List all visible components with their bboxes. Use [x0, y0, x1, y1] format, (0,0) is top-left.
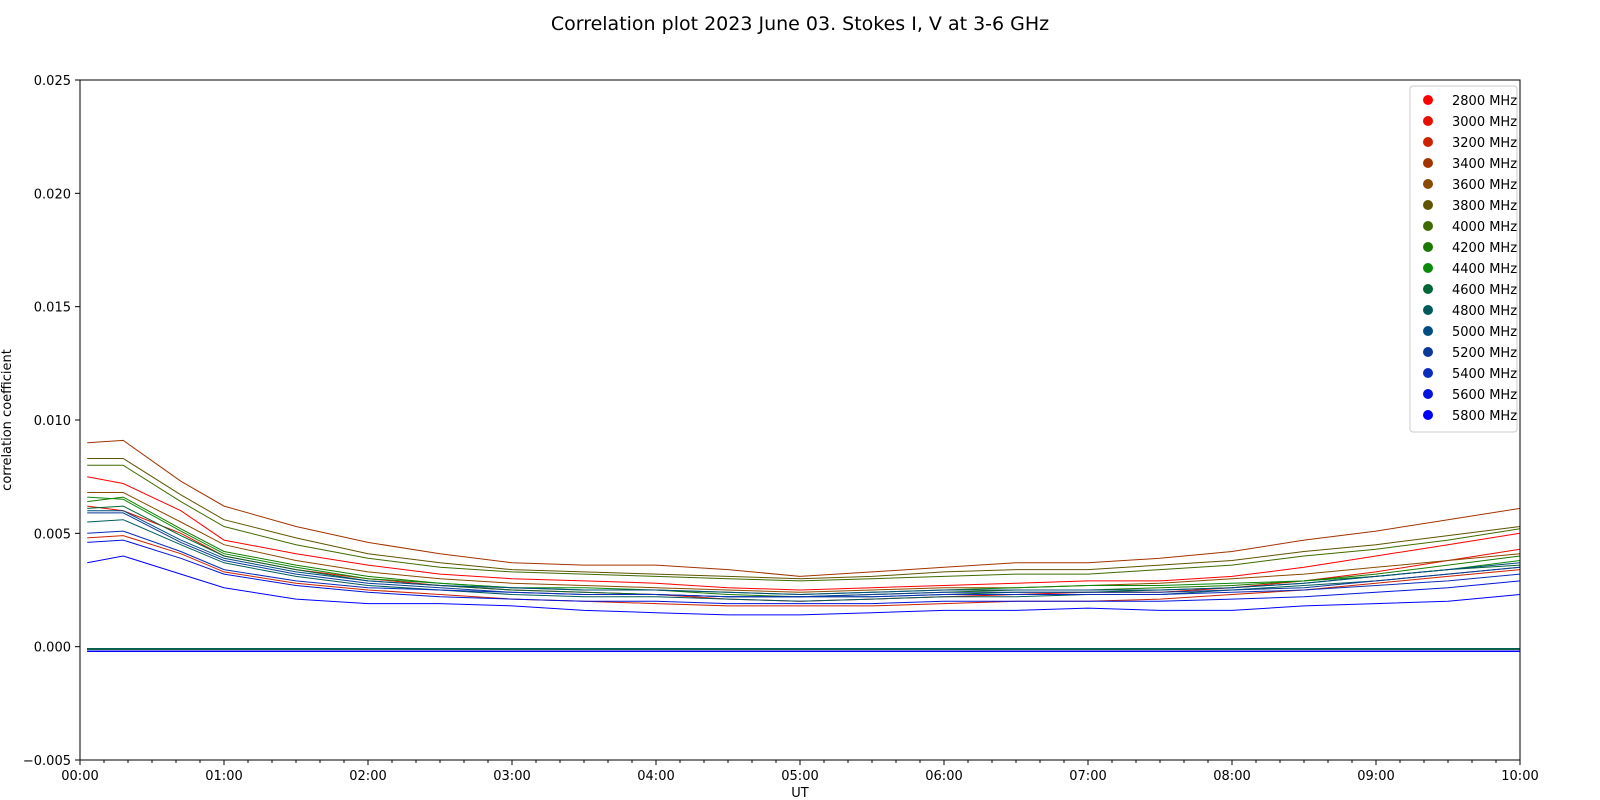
legend-label: 4400 MHz	[1452, 262, 1517, 277]
legend-marker	[1423, 284, 1433, 294]
legend-label: 4800 MHz	[1452, 304, 1517, 319]
legend-marker	[1423, 368, 1433, 378]
series-line-2800-mhz	[87, 476, 1521, 591]
series-line-4800-mhz	[87, 519, 1521, 602]
x-tick-label: 02:00	[349, 769, 386, 784]
legend-marker	[1423, 242, 1433, 252]
legend-label: 4600 MHz	[1452, 283, 1517, 298]
y-tick-label: −0.005	[23, 754, 71, 769]
legend-label: 5000 MHz	[1452, 325, 1517, 340]
y-tick-label: 0.005	[34, 527, 71, 542]
y-tick-label: 0.025	[34, 74, 71, 89]
legend-label: 5200 MHz	[1452, 346, 1517, 361]
legend-label: 3200 MHz	[1452, 136, 1517, 151]
x-tick-label: 05:00	[781, 769, 818, 784]
series-line-3800-mhz	[87, 458, 1521, 580]
x-tick-label: 01:00	[205, 769, 242, 784]
legend-marker	[1423, 305, 1433, 315]
plot-frame	[79, 79, 1521, 761]
y-tick-label: 0.020	[34, 187, 71, 202]
legend-label: 4200 MHz	[1452, 241, 1517, 256]
x-axis: 00:00 01:00 02:00 03:00 04:00 05:00 06:00 07:00…	[61, 760, 1539, 784]
chart-title: Correlation plot 2023 June 03. Stokes I,…	[551, 13, 1049, 35]
legend-marker	[1423, 410, 1433, 420]
y-tick-label: 0.010	[34, 414, 71, 429]
legend-label: 3000 MHz	[1452, 115, 1517, 130]
legend-label: 3600 MHz	[1452, 178, 1517, 193]
x-tick-label: 10:00	[1501, 769, 1538, 784]
legend-marker	[1423, 95, 1433, 105]
y-tick-label: 0.000	[34, 641, 71, 656]
series-line-5000-mhz	[87, 510, 1521, 596]
x-tick-label: 09:00	[1357, 769, 1394, 784]
legend-label: 5400 MHz	[1452, 367, 1517, 382]
y-axis-label: correlation coefficient	[0, 349, 15, 491]
x-tick-label: 06:00	[925, 769, 962, 784]
legend-marker	[1423, 263, 1433, 273]
series-line-3600-mhz	[87, 492, 1521, 593]
x-tick-label: 08:00	[1213, 769, 1250, 784]
series-line-5800-mhz	[87, 555, 1521, 616]
legend-marker	[1423, 137, 1433, 147]
legend-label: 3400 MHz	[1452, 157, 1517, 172]
x-tick-label: 00:00	[61, 769, 98, 784]
legend-label: 5600 MHz	[1452, 388, 1517, 403]
series-line-5400-mhz	[87, 530, 1521, 598]
legend-marker	[1423, 116, 1433, 126]
x-tick-label: 07:00	[1069, 769, 1106, 784]
legend-label: 2800 MHz	[1452, 94, 1517, 109]
x-tick-label: 04:00	[637, 769, 674, 784]
series-line-3200-mhz	[87, 535, 1521, 607]
y-tick-label: 0.015	[34, 301, 71, 316]
legend-marker	[1423, 158, 1433, 168]
legend-marker	[1423, 179, 1433, 189]
series-line-5600-mhz	[87, 539, 1521, 605]
legend-label: 4000 MHz	[1452, 220, 1517, 235]
legend-marker	[1423, 326, 1433, 336]
plot-area	[87, 439, 1521, 652]
series-line-3400-mhz	[87, 439, 1521, 577]
legend-marker	[1423, 221, 1433, 231]
x-axis-label: UT	[791, 786, 809, 800]
legend-marker	[1423, 200, 1433, 210]
legend-box	[1409, 85, 1518, 433]
x-tick-label: 03:00	[493, 769, 530, 784]
series-line-3000-mhz	[87, 505, 1521, 602]
legend-marker	[1423, 389, 1433, 399]
y-axis: −0.005 0.000 0.005 0.010 0.015 0.020 0.025	[23, 74, 80, 769]
legend-label: 3800 MHz	[1452, 199, 1517, 214]
legend-label: 5800 MHz	[1452, 409, 1517, 424]
legend-marker	[1423, 347, 1433, 357]
series-line-4000-mhz	[87, 464, 1521, 582]
legend: 2800 MHz 3000 MHz 3200 MHz 3400 MHz 3600 MHz…	[1409, 85, 1518, 433]
series-line-4200-mhz	[87, 496, 1521, 598]
